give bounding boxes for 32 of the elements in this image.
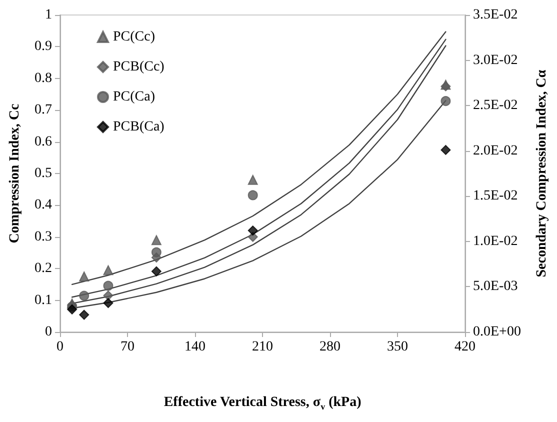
x-tick-label: 350 [387,340,408,354]
legend-label: PCB(Ca) [113,120,165,134]
x-tick-label: 280 [320,340,340,354]
y2-tick-label: 5.0E-03 [473,279,518,294]
y-tick-label: 0.1 [34,292,52,308]
x-tick-label: 70 [120,340,134,354]
x-tick-label: 210 [252,340,273,354]
y-tick-label: 0.6 [34,134,52,150]
legend-label: PC(Cc) [113,30,156,44]
legend-label: PCB(Cc) [113,60,165,74]
y-tick-label: 0.3 [34,229,52,244]
legend-label: PC(Ca) [113,90,156,104]
y2-tick-label: 1.0E-02 [473,234,518,249]
y-tick-label: 0.7 [34,102,52,118]
y-axis-title: Compression Index, Cc [8,104,22,244]
y2-tick-label: 2.0E-02 [473,143,518,158]
y-tick-label: 0.4 [34,198,52,213]
y-tick-label: 1 [45,8,52,22]
y2-tick-label: 3.5E-02 [473,8,518,22]
y2-axis-title: Secondary Compression Index, Cα [534,70,550,278]
y2-tick-label: 1.5E-02 [473,188,518,204]
y2-tick-label: 3.0E-02 [473,52,518,68]
y-tick-label: 0.2 [34,261,52,276]
y-tick-label: 0.9 [34,39,52,54]
x-tick-label: 420 [454,340,476,354]
y-tick-label: 0.5 [34,166,52,181]
y2-tick-label: 2.5E-02 [473,98,518,114]
y-tick-label: 0.8 [34,70,52,86]
x-tick-label: 140 [184,340,206,354]
x-tick-label: 0 [56,340,64,354]
y-tick-label: 0 [45,324,52,340]
y2-tick-label: 0.0E+00 [473,324,521,340]
